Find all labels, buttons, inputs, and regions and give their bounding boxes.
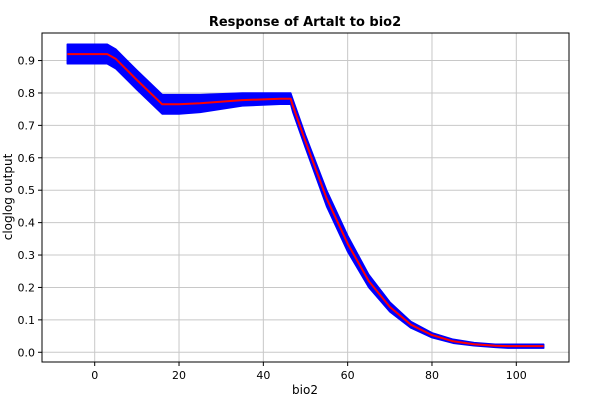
y-tick-label: 0.1 (18, 314, 36, 327)
y-tick-label: 0.8 (18, 87, 36, 100)
x-tick-label: 20 (172, 369, 186, 382)
y-tick-label: 0.4 (18, 217, 36, 230)
y-tick-label: 0.0 (18, 346, 36, 359)
x-tick-label: 40 (256, 369, 270, 382)
x-tick-label: 80 (425, 369, 439, 382)
x-tick-label: 0 (91, 369, 98, 382)
grid-lines (42, 33, 569, 362)
mean-response-line (67, 53, 544, 348)
y-axis-ticks: 0.0 0.1 0.2 0.3 0.4 0.5 0.6 0.7 0.8 0.9 (18, 55, 42, 359)
mean-response-path (67, 53, 544, 348)
confidence-band-area (66, 43, 545, 349)
x-axis-ticks: 0 20 40 60 80 100 (91, 362, 527, 382)
confidence-band (66, 43, 545, 349)
y-axis-label: cloglog output (1, 153, 15, 240)
x-tick-label: 60 (341, 369, 355, 382)
x-tick-label: 100 (506, 369, 527, 382)
y-tick-label: 0.3 (18, 249, 36, 262)
chart-title: Response of Artalt to bio2 (209, 15, 401, 30)
x-axis-label: bio2 (292, 383, 318, 397)
y-tick-label: 0.2 (18, 281, 36, 294)
y-tick-label: 0.6 (18, 152, 36, 165)
y-tick-label: 0.7 (18, 119, 36, 132)
plot-frame (41, 32, 570, 363)
y-tick-label: 0.5 (18, 184, 36, 197)
y-tick-label: 0.9 (18, 55, 36, 68)
